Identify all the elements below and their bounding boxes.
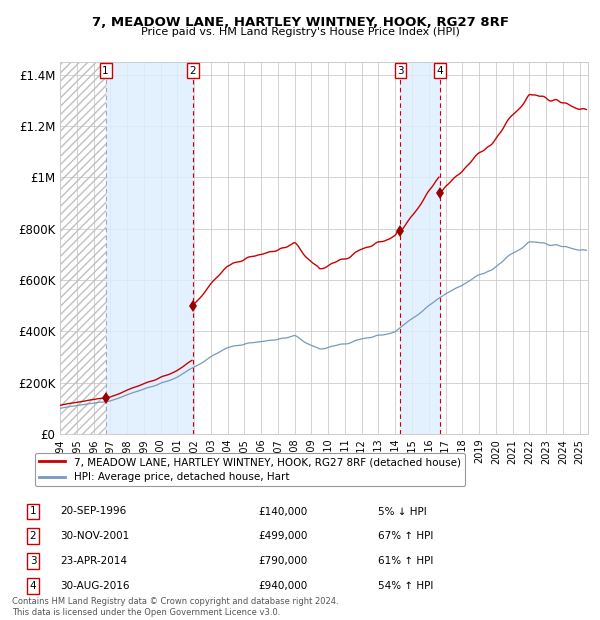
Text: 3: 3	[29, 556, 37, 566]
Text: 20-SEP-1996: 20-SEP-1996	[60, 507, 126, 516]
Text: 30-AUG-2016: 30-AUG-2016	[60, 581, 130, 591]
Text: 4: 4	[29, 581, 37, 591]
Text: £499,000: £499,000	[258, 531, 307, 541]
Text: £790,000: £790,000	[258, 556, 307, 566]
Text: 61% ↑ HPI: 61% ↑ HPI	[378, 556, 433, 566]
Text: 54% ↑ HPI: 54% ↑ HPI	[378, 581, 433, 591]
Bar	[60, 62, 106, 434]
Text: 4: 4	[437, 66, 443, 76]
Text: 1: 1	[29, 507, 37, 516]
Text: £940,000: £940,000	[258, 581, 307, 591]
Text: 1: 1	[102, 66, 109, 76]
Text: 2: 2	[29, 531, 37, 541]
Text: 5% ↓ HPI: 5% ↓ HPI	[378, 507, 427, 516]
Bar	[106, 62, 193, 434]
Text: 7, MEADOW LANE, HARTLEY WINTNEY, HOOK, RG27 8RF: 7, MEADOW LANE, HARTLEY WINTNEY, HOOK, R…	[91, 16, 509, 29]
Text: 23-APR-2014: 23-APR-2014	[60, 556, 127, 566]
Text: £140,000: £140,000	[258, 507, 307, 516]
Text: 2: 2	[189, 66, 196, 76]
Bar	[400, 62, 440, 434]
Text: 30-NOV-2001: 30-NOV-2001	[60, 531, 129, 541]
Text: 67% ↑ HPI: 67% ↑ HPI	[378, 531, 433, 541]
Text: Contains HM Land Registry data © Crown copyright and database right 2024.
This d: Contains HM Land Registry data © Crown c…	[12, 598, 338, 617]
Text: Price paid vs. HM Land Registry's House Price Index (HPI): Price paid vs. HM Land Registry's House …	[140, 27, 460, 37]
Text: 3: 3	[397, 66, 404, 76]
Legend: 7, MEADOW LANE, HARTLEY WINTNEY, HOOK, RG27 8RF (detached house), HPI: Average p: 7, MEADOW LANE, HARTLEY WINTNEY, HOOK, R…	[35, 453, 465, 487]
